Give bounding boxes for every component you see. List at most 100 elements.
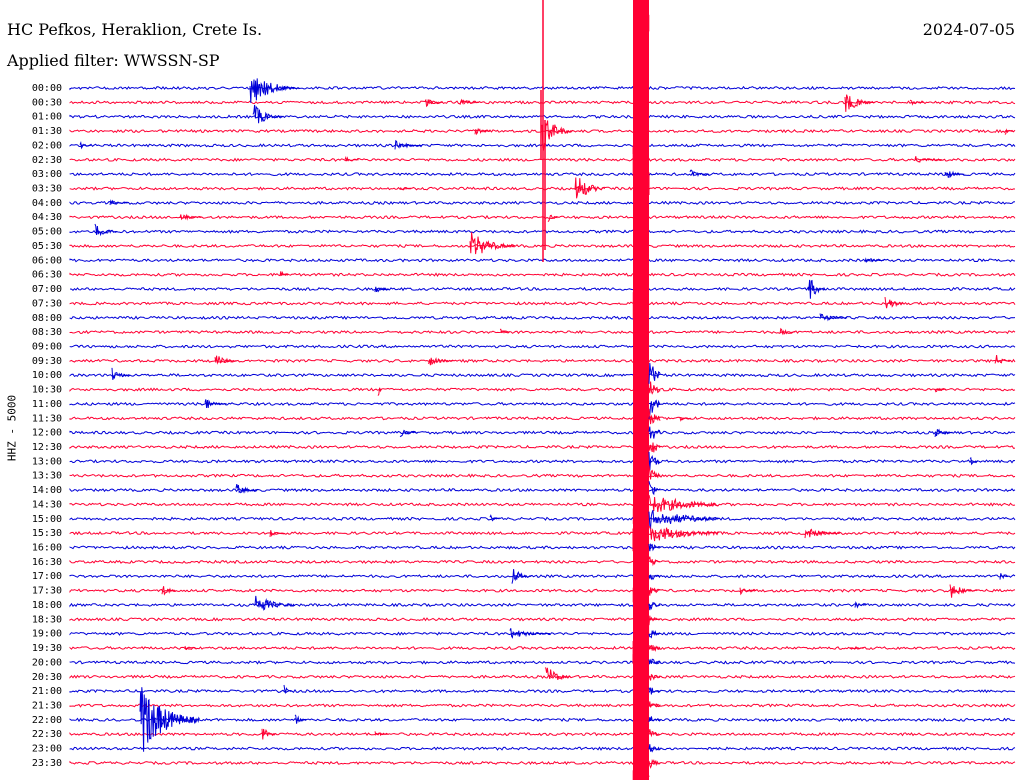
coda-burst: [648, 509, 720, 530]
event-burst: [283, 684, 293, 695]
coda-burst: [648, 556, 661, 567]
event-burst: [994, 355, 1011, 364]
tick-label: 17:00: [32, 571, 62, 582]
station-title: HC Pefkos, Heraklion, Crete Is.: [7, 20, 263, 39]
trace-line: [69, 574, 1016, 579]
coda-burst: [648, 729, 661, 738]
trace-line: [69, 258, 1016, 263]
tick-label: 10:30: [32, 385, 62, 396]
trace-line: [69, 487, 1016, 493]
event-burst: [779, 327, 796, 336]
event-burst: [459, 98, 480, 105]
event-burst: [489, 514, 500, 522]
trace-line: [69, 602, 1016, 608]
tick-label: 05:00: [32, 227, 62, 238]
trace-line: [69, 430, 1016, 435]
coda-burst: [648, 494, 720, 512]
trace-line: [69, 330, 1016, 335]
coda-burst: [648, 758, 661, 769]
tick-label: 04:30: [32, 212, 62, 223]
trace-line: [69, 344, 1016, 349]
tick-label: 17:30: [32, 586, 62, 597]
tick-label: 11:30: [32, 413, 62, 424]
event-burst: [739, 587, 756, 596]
coda-burst: [648, 615, 661, 626]
coda-burst: [648, 408, 661, 425]
event-burst: [399, 429, 418, 438]
tick-label: 06:30: [32, 270, 62, 281]
event-burst: [807, 279, 826, 299]
trace-line: [69, 516, 1016, 521]
tick-label: 14:30: [32, 499, 62, 510]
event-burst: [279, 270, 289, 276]
event-burst: [541, 120, 572, 151]
trace-line: [69, 746, 1016, 751]
trace-line: [69, 559, 1016, 565]
tick-label: 01:30: [32, 126, 62, 137]
tick-label: 23:00: [32, 744, 62, 755]
event-burst: [969, 456, 979, 466]
event-burst: [804, 528, 841, 539]
coda-burst: [648, 629, 661, 639]
event-burst: [544, 667, 571, 681]
coda-burst: [648, 381, 661, 395]
event-burst: [474, 127, 491, 136]
event-burst: [179, 213, 202, 221]
tick-label: 20:00: [32, 657, 62, 668]
coda-burst: [648, 687, 661, 695]
event-burst: [235, 484, 258, 494]
trace-line: [69, 444, 1016, 450]
trace-line: [69, 416, 1016, 421]
tick-label: 09:00: [32, 341, 62, 352]
coda-burst: [648, 399, 661, 419]
coda-burst: [648, 362, 661, 384]
tick-label: 14:00: [32, 485, 62, 496]
tick-label: 18:30: [32, 614, 62, 625]
event-burst: [511, 569, 532, 584]
tick-label: 19:00: [32, 629, 62, 640]
trace-line: [69, 229, 1016, 234]
tick-label: 02:00: [32, 140, 62, 151]
event-burst: [934, 428, 953, 438]
event-burst: [79, 140, 92, 150]
event-burst: [934, 387, 947, 393]
tick-label: 07:00: [32, 284, 62, 295]
trace-line: [69, 473, 1016, 479]
tick-label: 22:00: [32, 715, 62, 726]
event-burst: [909, 99, 924, 106]
trace-line: [69, 171, 1016, 177]
coda-burst: [648, 744, 661, 753]
tick-label: 20:30: [32, 672, 62, 683]
coda-burst: [648, 658, 661, 665]
trace-line: [69, 674, 1016, 679]
event-burst: [374, 286, 389, 293]
tick-label: 01:00: [32, 112, 62, 123]
tick-label: 22:30: [32, 729, 62, 740]
tick-label: 13:00: [32, 456, 62, 467]
coda-burst: [648, 587, 661, 596]
event-burst: [427, 357, 454, 366]
tick-label: 06:00: [32, 255, 62, 266]
coda-burst: [648, 716, 661, 722]
trace-line: [69, 214, 1016, 220]
tick-label: 21:00: [32, 686, 62, 697]
event-burst: [249, 78, 300, 103]
tick-label: 19:30: [32, 643, 62, 654]
tick-label: 03:30: [32, 184, 62, 195]
trace-line: [69, 617, 1016, 622]
event-burst: [679, 417, 692, 422]
trace-line: [69, 373, 1016, 378]
coda-burst: [648, 673, 661, 681]
trace-line: [69, 301, 1016, 306]
tick-label: 16:00: [32, 543, 62, 554]
trace-line: [69, 588, 1016, 593]
tick-label: 09:30: [32, 356, 62, 367]
event-burst: [374, 731, 389, 737]
tick-label: 23:30: [32, 758, 62, 769]
trace-line: [69, 186, 1016, 191]
trace-line: [69, 717, 1016, 723]
trace-line: [69, 688, 1016, 694]
tick-label: 04:00: [32, 198, 62, 209]
trace-line: [69, 459, 1016, 464]
